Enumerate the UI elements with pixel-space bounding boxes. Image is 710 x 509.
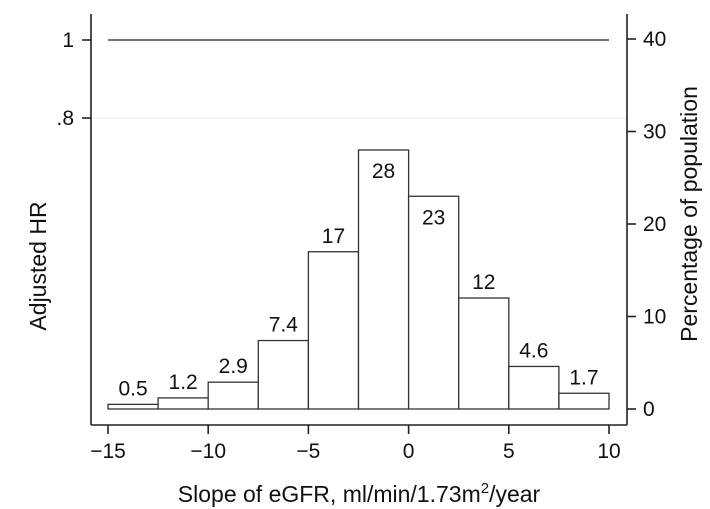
y-right-tick-label: 30	[643, 121, 666, 144]
y-right-tick-label: 20	[643, 213, 666, 236]
bars-layer: 0.5 1.2 2.9 7.4 17 28 23 12 4.6 1.7	[107, 149, 610, 410]
histogram-bar	[357, 149, 410, 410]
x-tick-label: −10	[190, 440, 226, 463]
histogram-bar	[558, 392, 610, 410]
y-right-tick-label: 40	[643, 28, 666, 51]
x-axis-label-end: /year	[489, 481, 540, 507]
histogram-bar	[508, 365, 560, 410]
histogram-bar	[107, 403, 159, 410]
bar-value-label: 12	[472, 271, 495, 294]
histogram-bar	[307, 251, 360, 410]
y-axis-left-label: Adjusted HR	[25, 201, 51, 330]
x-axis-label-superscript: 2	[481, 480, 489, 497]
x-tick-label: 5	[503, 440, 515, 463]
y-right-tick-label: 10	[643, 306, 666, 329]
histogram-bar	[458, 297, 510, 410]
histogram-bar	[157, 397, 209, 410]
x-tick-label: 10	[597, 440, 620, 463]
x-tick-label: −5	[296, 440, 320, 463]
ticks-layer: −15 −10 −5 0 5 10 0 10 20 30 40 1 .8	[56, 28, 666, 463]
y-left-tick-label: 1	[62, 29, 74, 52]
x-axis-label-main: Slope of eGFR, ml/min/1.73m	[178, 481, 481, 507]
bar-value-label: 0.5	[118, 377, 147, 400]
bar-value-label: 23	[422, 206, 445, 229]
bar-value-label: 2.9	[219, 355, 248, 378]
y-axis-right-label: Percentage of population	[676, 86, 702, 342]
histogram-bar	[257, 339, 310, 410]
bar-value-label: 1.7	[569, 366, 598, 389]
y-left-tick-label: .8	[56, 107, 74, 130]
histogram-bar	[207, 381, 259, 410]
x-axis-label: Slope of eGFR, ml/min/1.73m2/year	[178, 480, 541, 507]
x-tick-label: 0	[403, 440, 415, 463]
bar-value-label: 17	[322, 225, 345, 248]
bar-value-label: 28	[372, 160, 395, 183]
axes-layer	[90, 14, 628, 426]
y-right-tick-label: 0	[643, 398, 655, 421]
bar-value-label: 4.6	[519, 339, 548, 362]
x-tick-label: −15	[90, 440, 126, 463]
bar-value-label: 7.4	[269, 314, 299, 337]
bar-value-label: 1.2	[169, 371, 198, 394]
